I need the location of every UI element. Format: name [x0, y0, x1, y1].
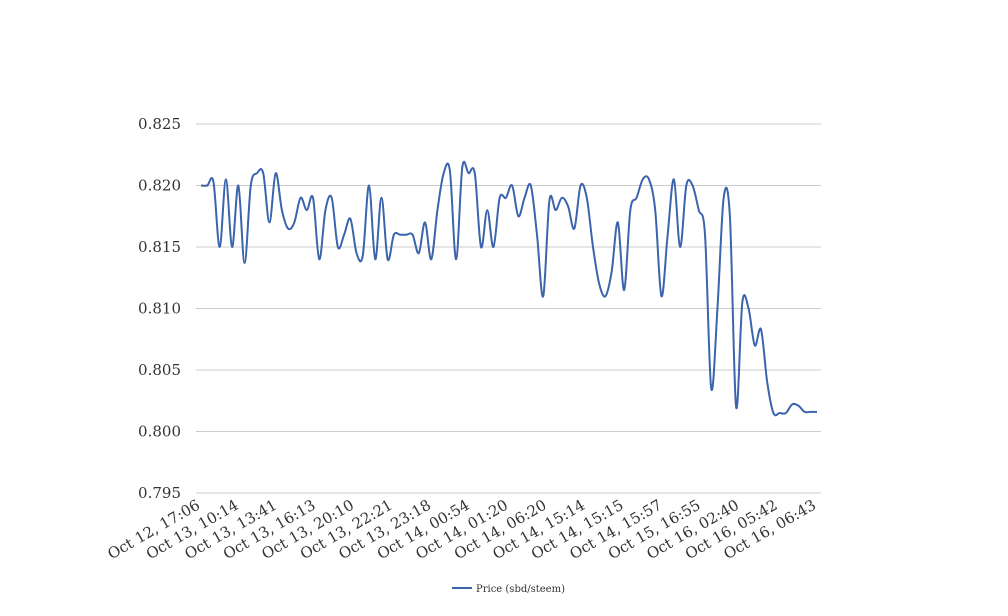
y-tick-label: 0.795 — [138, 484, 181, 502]
y-tick-label: 0.810 — [138, 300, 181, 318]
y-tick-label: 0.815 — [138, 238, 181, 256]
series-lines — [200, 160, 817, 417]
grid-lines — [196, 123, 821, 494]
y-axis-ticks: 0.795 0.800 0.805 0.810 0.815 0.820 0.825 — [138, 115, 181, 502]
y-tick-label: 0.820 — [138, 177, 181, 195]
y-tick-label: 0.805 — [138, 361, 181, 379]
y-tick-label: 0.825 — [138, 115, 181, 133]
legend: Price (sbd/steem) — [452, 584, 565, 595]
legend-label: Price (sbd/steem) — [476, 584, 565, 595]
series-line-price — [200, 160, 817, 417]
y-tick-label: 0.800 — [138, 423, 181, 441]
